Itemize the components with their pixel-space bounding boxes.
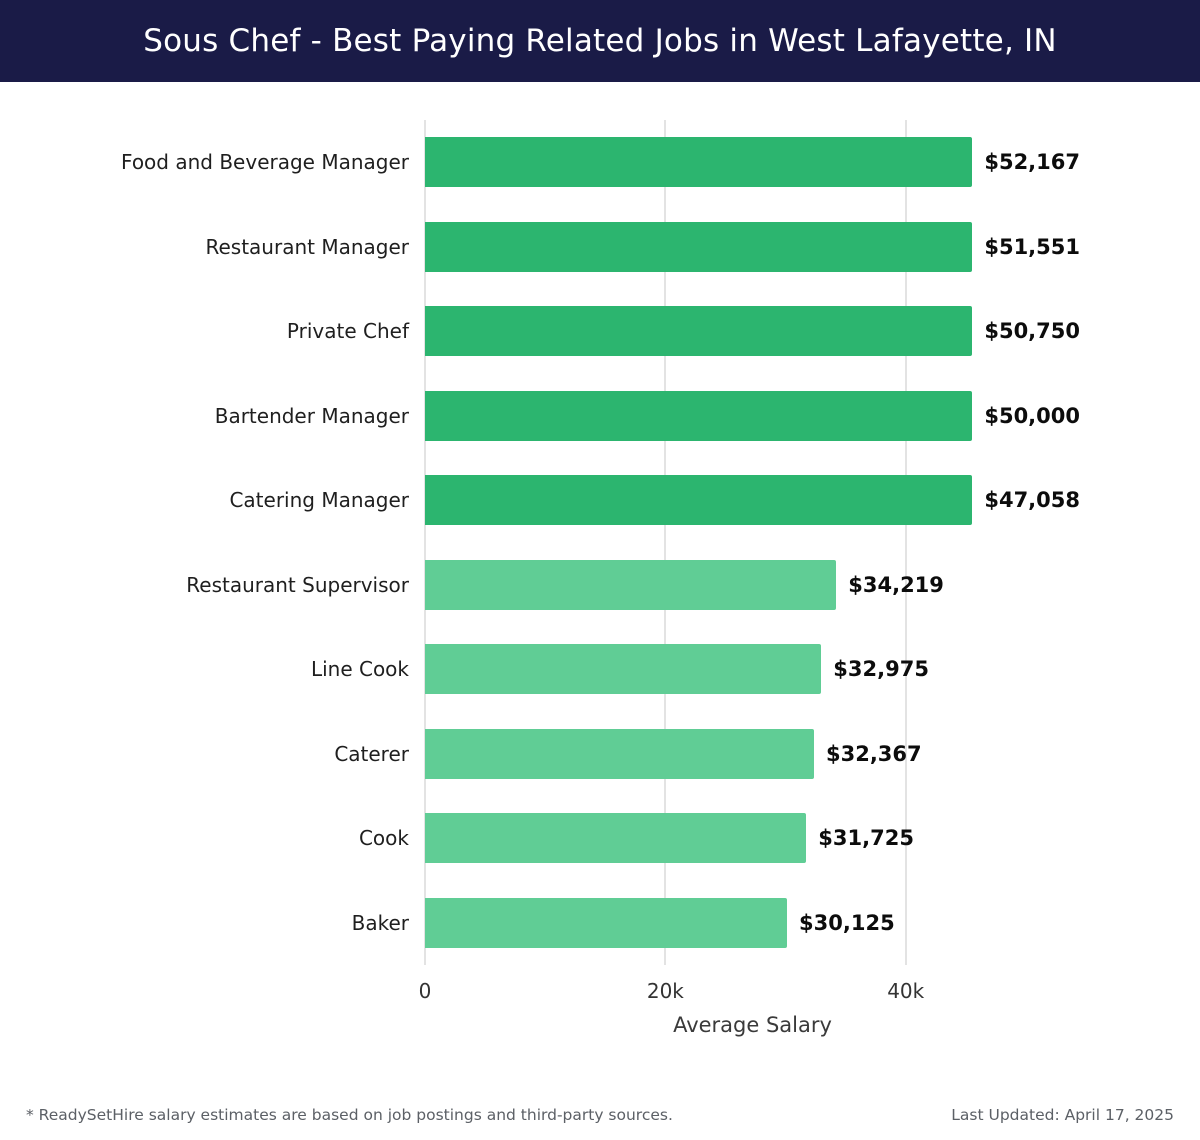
salary-bar (425, 644, 822, 695)
value-label: $50,750 (984, 319, 1080, 344)
category-label: Catering Manager (229, 488, 409, 513)
gridline (904, 120, 907, 965)
category-label: Bartender Manager (214, 403, 409, 428)
value-label: $30,125 (799, 910, 895, 935)
page-title: Sous Chef - Best Paying Related Jobs in … (143, 23, 1057, 59)
category-label: Private Chef (286, 319, 409, 344)
plot-cell: $34,219 (425, 543, 1080, 628)
value-label: $51,551 (984, 234, 1080, 259)
bar-row: Restaurant Supervisor $34,219 (0, 543, 1200, 628)
bar-row: Cook $31,725 (0, 796, 1200, 881)
plot-cell: $32,975 (425, 627, 1080, 712)
value-label: $34,219 (848, 572, 944, 597)
bar-row: Food and Beverage Manager $52,167 (0, 120, 1200, 205)
category-label: Restaurant Manager (205, 234, 409, 259)
value-label: $52,167 (984, 150, 1080, 175)
value-label: $31,725 (818, 826, 914, 851)
x-tick-label: 40k (887, 979, 925, 1003)
bar-row: Line Cook $32,975 (0, 627, 1200, 712)
plot-cell: $51,551 (425, 205, 1080, 290)
category-label: Baker (351, 910, 409, 935)
bar-row: Catering Manager $47,058 (0, 458, 1200, 543)
salary-bar (425, 221, 973, 272)
last-updated: Last Updated: April 17, 2025 (951, 1106, 1174, 1124)
category-label: Restaurant Supervisor (186, 572, 409, 597)
bar-row: Caterer $32,367 (0, 712, 1200, 797)
plot-cell: $52,167 (425, 120, 1080, 205)
plot-region: Food and Beverage Manager $52,167 Restaura… (0, 120, 1200, 965)
chart-title-bar: Sous Chef - Best Paying Related Jobs in … (0, 0, 1200, 82)
bar-row: Private Chef $50,750 (0, 289, 1200, 374)
gridlines (424, 120, 1080, 965)
bar-row: Bartender Manager $50,000 (0, 374, 1200, 459)
bar-row: Restaurant Manager $51,551 (0, 205, 1200, 290)
gridline (424, 120, 426, 965)
salary-bar (425, 728, 814, 779)
plot-cell: $32,367 (425, 712, 1080, 797)
category-label: Cook (358, 826, 409, 851)
category-label: Food and Beverage Manager (121, 150, 409, 175)
salary-bar (425, 475, 973, 526)
x-axis-title: Average Salary (673, 1013, 832, 1037)
bar-chart: Food and Beverage Manager $52,167 Restaura… (0, 120, 1200, 1037)
salary-bar (425, 897, 788, 948)
value-label: $47,058 (984, 488, 1080, 513)
plot-cell: $47,058 (425, 458, 1080, 543)
plot-cell: $50,750 (425, 289, 1080, 374)
source-note: * ReadySetHire salary estimates are base… (26, 1106, 673, 1124)
plot-cell: $50,000 (425, 374, 1080, 459)
value-label: $32,975 (833, 657, 929, 682)
bar-row: Baker $30,125 (0, 881, 1200, 966)
x-tick-label: 0 (418, 979, 432, 1003)
salary-bar (425, 813, 807, 864)
category-label: Line Cook (310, 657, 409, 682)
salary-bar (425, 559, 837, 610)
value-label: $50,000 (984, 403, 1080, 428)
x-axis: 0 20k 40k (419, 965, 1080, 1011)
plot-cell: $30,125 (425, 881, 1080, 966)
bar-rows: Food and Beverage Manager $52,167 Restaura… (0, 120, 1200, 965)
x-axis-title-wrap: Average Salary (425, 1013, 1080, 1037)
plot-cell: $31,725 (425, 796, 1080, 881)
x-tick-label: 20k (646, 979, 684, 1003)
salary-bar (425, 137, 973, 188)
footer: * ReadySetHire salary estimates are base… (0, 1106, 1200, 1140)
value-label: $32,367 (825, 741, 922, 766)
salary-bar (425, 390, 973, 441)
category-label: Caterer (334, 741, 409, 766)
salary-bar (425, 306, 973, 357)
gridline (664, 120, 667, 965)
